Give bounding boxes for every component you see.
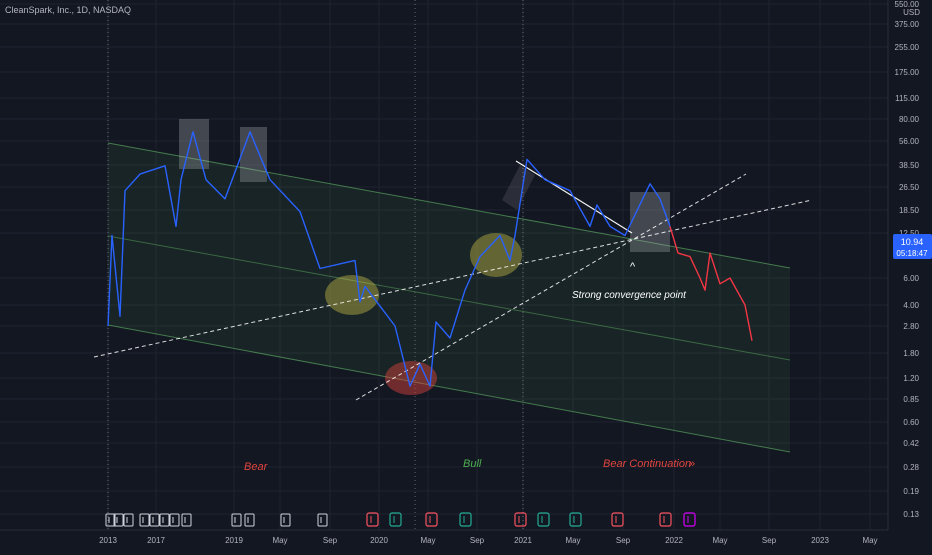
time-tick-label: 2022	[665, 536, 683, 545]
price-tick-label: 0.42	[903, 439, 919, 448]
earnings-icon[interactable]	[425, 512, 438, 527]
time-tick-label: 2019	[225, 536, 243, 545]
price-tick-label: 0.60	[903, 418, 919, 427]
time-tick-label: Sep	[323, 536, 338, 545]
label-bear-continuation: Bear Continuation	[603, 458, 691, 470]
price-tick-label: 18.50	[899, 206, 920, 215]
earnings-icon[interactable]	[459, 512, 472, 527]
time-tick-label: 2021	[514, 536, 532, 545]
price-tick-label: 4.00	[903, 301, 919, 310]
price-tick-label: 80.00	[899, 115, 920, 124]
price-tick-label: 38.50	[899, 161, 920, 170]
time-tick-label: May	[712, 536, 727, 545]
trendline-dashed	[355, 173, 747, 401]
price-tick-label: 1.20	[903, 374, 919, 383]
price-tick-label: 2.80	[903, 322, 919, 331]
earnings-icon[interactable]	[139, 513, 150, 527]
earnings-icon[interactable]	[366, 512, 379, 527]
price-tick-label: 0.13	[903, 510, 919, 519]
last-price-value: 10.94	[901, 237, 924, 247]
channel-fill	[108, 143, 790, 452]
price-axis-bg	[888, 0, 932, 530]
price-tick-label: 12.50	[899, 229, 920, 238]
time-tick-label: May	[272, 536, 287, 545]
time-tick-label: 2020	[370, 536, 388, 545]
earnings-icon[interactable]	[105, 513, 116, 527]
highlight-box	[179, 119, 209, 169]
earnings-icon[interactable]	[389, 512, 402, 527]
price-tick-label: 26.50	[899, 183, 920, 192]
earnings-icon[interactable]	[244, 513, 255, 527]
time-axis[interactable]: 2013 2017 2019 May Sep 2020 May Sep 2021 May Sep 20…	[99, 536, 877, 545]
label-bull: Bull	[463, 458, 482, 470]
price-tick-label: 375.00	[895, 20, 920, 29]
time-tick-label: May	[862, 536, 877, 545]
time-tick-label: May	[565, 536, 580, 545]
time-tick-label: Sep	[470, 536, 485, 545]
earnings-icon[interactable]	[659, 512, 672, 527]
earnings-icon[interactable]	[149, 513, 160, 527]
time-tick-label: Sep	[762, 536, 777, 545]
bottom-ellipse	[385, 361, 437, 395]
support-ellipse	[470, 233, 522, 277]
earnings-icon[interactable]	[159, 513, 170, 527]
price-tick-label: 0.28	[903, 463, 919, 472]
time-tick-label: 2013	[99, 536, 117, 545]
convergence-caret: ^	[630, 261, 636, 273]
chart-grid	[0, 0, 888, 530]
earnings-icon[interactable]	[280, 513, 291, 527]
price-tick-label: 0.85	[903, 395, 919, 404]
label-bear: Bear	[244, 461, 269, 473]
time-tick-label: Sep	[616, 536, 631, 545]
price-line-red	[669, 226, 753, 341]
label-convergence: Strong convergence point	[572, 290, 687, 301]
earnings-icon[interactable]	[537, 512, 550, 527]
channel-mid-line	[107, 235, 791, 361]
symbol-title: CleanSpark, Inc., 1D, NASDAQ	[5, 5, 131, 15]
price-axis[interactable]: 375.00 255.00 175.00 115.00 80.00 56.00 38.50 2…	[895, 0, 920, 519]
earnings-icon[interactable]	[611, 512, 624, 527]
earnings-icon[interactable]	[113, 513, 124, 527]
price-tick-label: 175.00	[895, 68, 920, 77]
price-tick-label: 1.80	[903, 349, 919, 358]
last-price-countdown: 05:18:47	[896, 249, 928, 258]
earnings-icon[interactable]	[514, 512, 527, 527]
time-tick-label: May	[420, 536, 435, 545]
support-ellipse	[325, 275, 379, 315]
highlight-box	[240, 127, 267, 182]
earnings-icon[interactable]	[181, 513, 192, 527]
highlight-box	[502, 165, 535, 210]
price-tick-label: 550.00	[895, 0, 920, 9]
time-tick-label: 2023	[811, 536, 829, 545]
trendline-dashed	[93, 199, 813, 358]
channel-bottom-line	[107, 324, 791, 453]
price-tick-label: 56.00	[899, 137, 920, 146]
earnings-icon[interactable]	[569, 512, 582, 527]
price-tick-label: 115.00	[895, 94, 919, 103]
earnings-icon[interactable]	[169, 513, 180, 527]
earnings-markers	[105, 512, 696, 527]
earnings-icon[interactable]	[231, 513, 242, 527]
price-tick-label: 255.00	[895, 43, 920, 52]
price-axis-currency: USD	[903, 8, 920, 17]
price-tick-label: 6.00	[903, 274, 919, 283]
last-price-badge	[893, 234, 932, 259]
price-line-blue	[107, 131, 671, 387]
price-tick-label: 0.19	[903, 487, 919, 496]
time-tick-label: 2017	[147, 536, 165, 545]
earnings-icon[interactable]	[683, 512, 696, 527]
earnings-icon[interactable]	[123, 513, 134, 527]
earnings-icon[interactable]	[317, 513, 328, 527]
highlight-box	[630, 192, 670, 252]
label-arrows: »	[689, 458, 695, 470]
